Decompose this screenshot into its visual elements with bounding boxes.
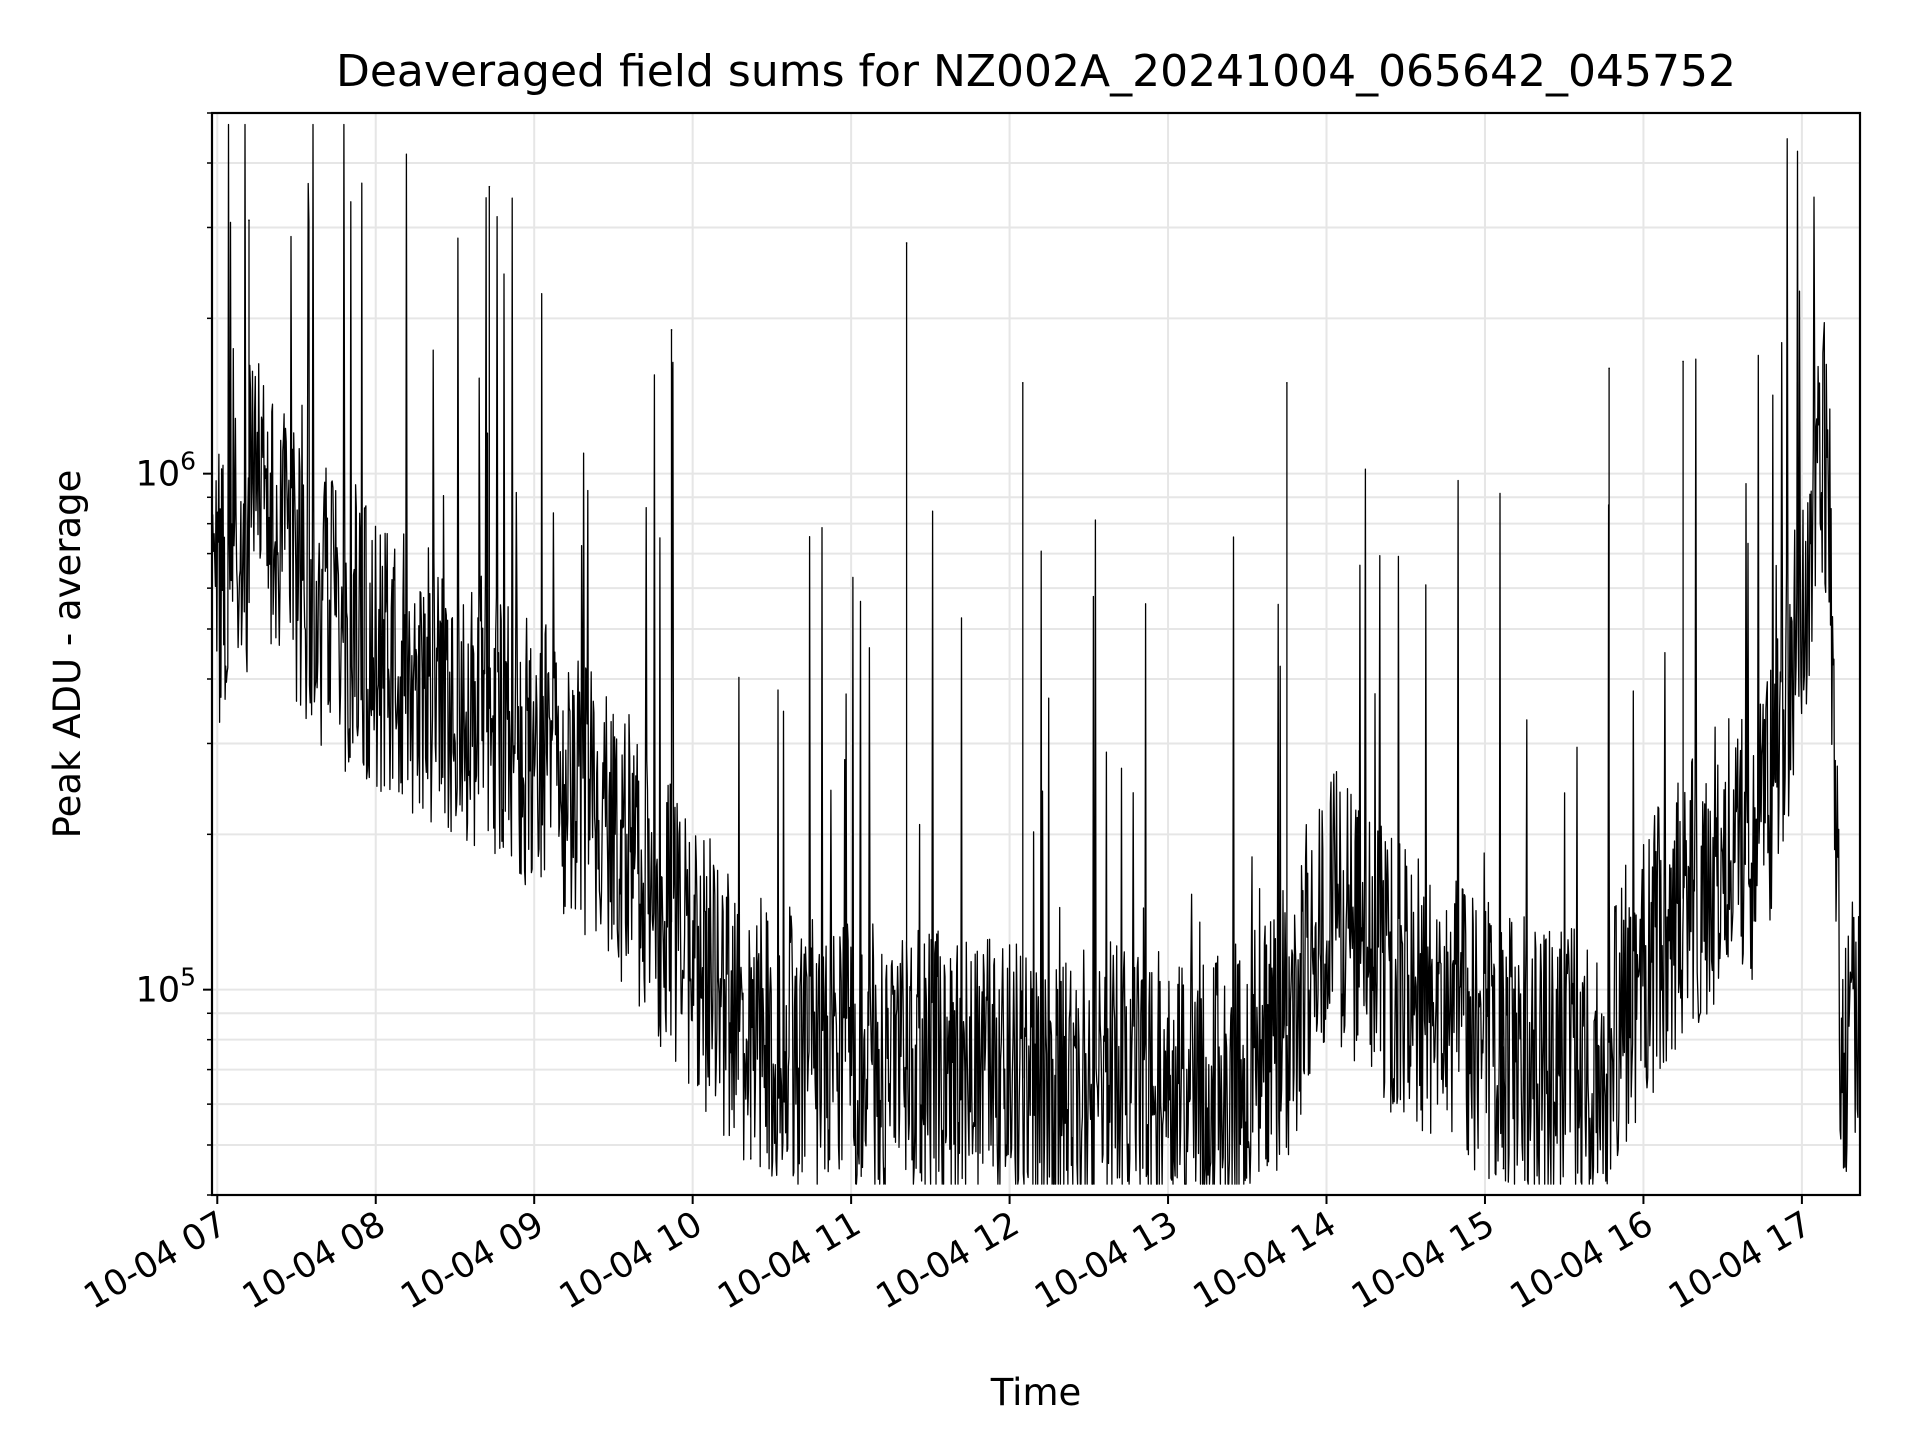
spike-point: [905, 242, 908, 244]
low-point: [1502, 1167, 1505, 1170]
low-point: [749, 1158, 752, 1160]
spike-point: [1608, 367, 1610, 370]
spike-point: [248, 219, 250, 221]
spike-point: [1682, 360, 1684, 363]
y-axis-label: Peak ADU - average: [46, 470, 89, 839]
y-tick-label: 105: [136, 963, 196, 1011]
chart-title: Deaveraged field sums for NZ002A_2024100…: [336, 46, 1736, 97]
series-line: [211, 123, 1861, 1185]
spike-point: [1021, 382, 1024, 384]
spike-point: [488, 185, 491, 188]
spike-point: [670, 329, 673, 331]
spike-point: [1286, 382, 1288, 384]
plot-frame: [210, 111, 1862, 1197]
x-axis-label: Time: [990, 1371, 1082, 1414]
series-layer: [211, 123, 1861, 1185]
y-tick-label: 106: [136, 447, 196, 495]
